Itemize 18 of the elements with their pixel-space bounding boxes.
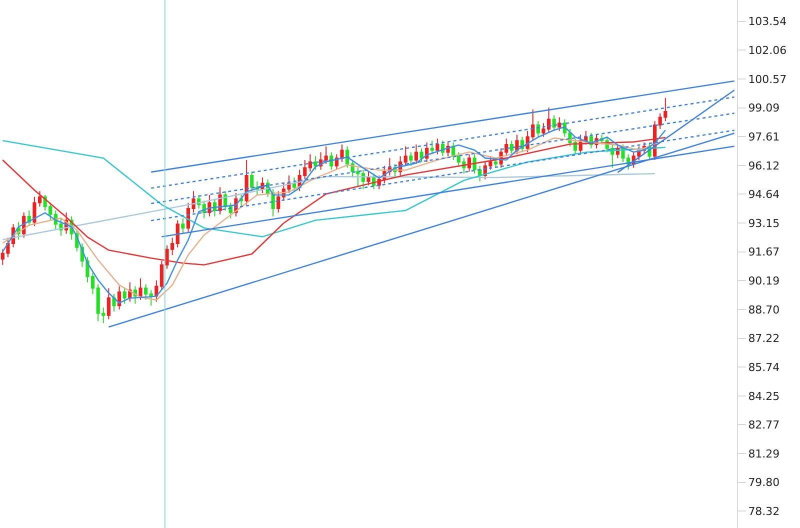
y-tick-label: 102.06 bbox=[748, 44, 787, 57]
y-tick-label: 78.32 bbox=[748, 504, 780, 518]
y-tick-label: 93.15 bbox=[748, 216, 780, 230]
y-tick-label: 91.67 bbox=[748, 246, 780, 259]
y-tick-label: 81.29 bbox=[748, 447, 780, 460]
y-tick-label: 82.77 bbox=[748, 418, 780, 432]
y-tick-label: 79.80 bbox=[748, 476, 780, 490]
y-tick-label: 85.74 bbox=[748, 360, 780, 374]
y-tick-label: 97.61 bbox=[748, 130, 780, 144]
y-tick-label: 99.09 bbox=[748, 102, 780, 115]
y-tick-label: 94.64 bbox=[748, 188, 780, 202]
y-tick-label: 84.25 bbox=[748, 390, 780, 403]
y-tick-label: 90.19 bbox=[748, 274, 780, 288]
y-tick-label: 88.70 bbox=[748, 303, 780, 316]
y-tick-label: 87.22 bbox=[748, 332, 780, 346]
y-tick-label: 96.12 bbox=[748, 159, 780, 172]
y-tick-label: 100.57 bbox=[748, 72, 787, 86]
y-tick-label: 103.54 bbox=[748, 15, 787, 28]
